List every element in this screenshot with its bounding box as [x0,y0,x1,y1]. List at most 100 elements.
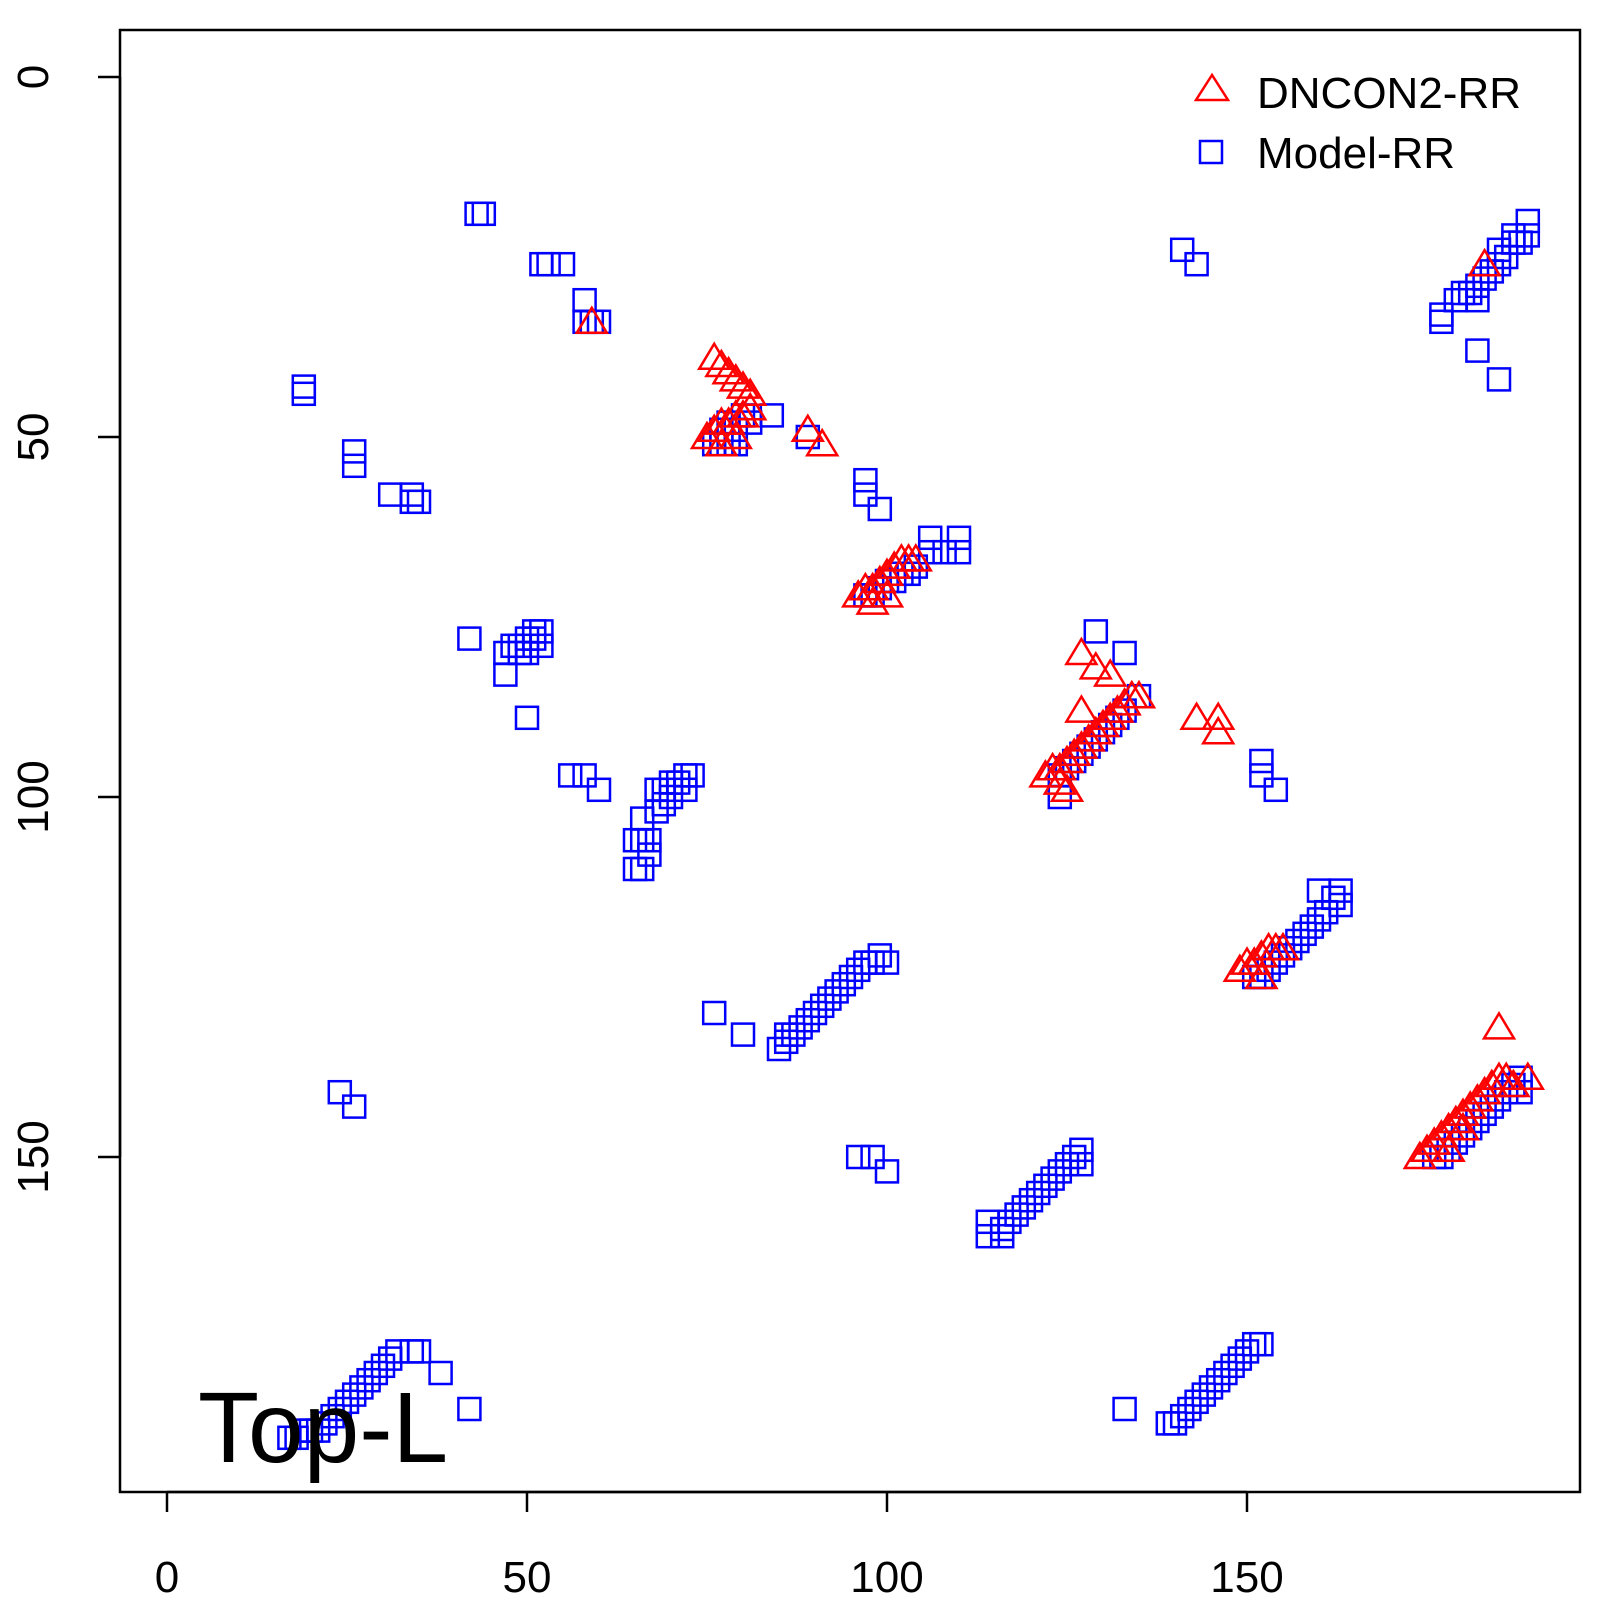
model-rr-point [1465,338,1490,363]
model-rr-point [493,662,518,687]
model-rr-point [377,482,403,507]
model-rr-point [629,806,655,831]
dncon2-rr-point [1064,636,1099,666]
dncon2-rr-point [1078,650,1114,680]
dncon2-rr-point [1222,953,1258,983]
dncon2-rr-point [1265,931,1301,961]
model-rr-point [572,763,597,788]
model-rr-point [759,403,785,428]
dncon2-rr-point [1244,938,1279,968]
y-axis: 0 50 100 150 [9,65,122,1194]
dncon2-rr-point [1049,773,1085,803]
x-tick-label-150: 150 [1210,1553,1283,1600]
model-rr-point [313,1411,338,1436]
model-rr-point [1169,1403,1195,1429]
legend-label-dncon2: DNCON2-RR [1257,69,1521,118]
dncon2-rr-point [1467,247,1502,277]
model-rr-point [1493,244,1519,270]
model-rr-point [327,1079,353,1105]
dncon2-rr-point [1092,701,1128,731]
dncon2-rr-point [1416,1126,1452,1155]
model-rr-point [500,633,525,659]
dncon2-rr-point [725,370,761,399]
model-rr-point [399,489,425,515]
dncon2-rr-point [1409,1133,1445,1163]
dncon2-rr-point [1042,751,1078,781]
dncon2-rr-point [732,391,768,421]
model-rr-point [1263,777,1289,803]
model-rr-point [1429,309,1454,335]
model-rr-point [1457,280,1483,306]
model-rr-point [802,1000,828,1026]
x-tick-label-0: 0 [155,1553,179,1600]
model-rr-point [1083,619,1109,644]
model-rr-point [637,827,662,853]
model-rr-point [1472,266,1497,291]
dncon2-rr-point [1056,737,1092,767]
model-rr-point [514,640,540,666]
dncon2-rr-point [898,542,934,572]
dncon2-rr-point [1510,1061,1546,1091]
model-rr-point [1184,251,1209,277]
x-tick-label-50: 50 [503,1553,552,1600]
model-rr-point [385,1339,410,1364]
legend: DNCON2-RR Model-RR [1193,69,1521,178]
model-rr-point [320,1403,345,1429]
model-rr-point [550,251,576,277]
model-rr-point [327,1396,353,1422]
model-rr-point [788,1015,813,1040]
dncon2-rr-point [1179,701,1214,731]
model-rr-point [1515,223,1541,248]
model-rr-point [946,525,972,551]
model-rr-point [1249,763,1274,788]
model-rr-point [529,251,554,277]
model-rr-point [457,626,482,651]
model-rr-point [680,763,705,788]
dncon2-rr-point [1438,1104,1474,1134]
model-rr-point [637,842,662,867]
model-rr-point [1299,914,1325,939]
model-rr-point [673,763,698,788]
dncon2-rr-point [1107,686,1142,716]
model-rr-point [1112,1396,1137,1422]
model-rr-point [341,439,367,464]
panel-label: Top-L [198,1372,448,1484]
dncon2-rr-point [704,427,739,457]
series-dncon2-rr [574,247,1546,1170]
model-rr-point [853,482,878,507]
model-rr-point [493,640,518,666]
model-rr-point [363,1360,389,1386]
dncon2-rr-point [876,550,912,579]
model-rr-point [1443,287,1469,313]
model-rr-point [1205,1367,1231,1393]
dncon2-rr-point [1467,1075,1502,1105]
dncon2-rr-point [855,571,890,601]
dncon2-rr-point [840,578,876,608]
dncon2-rr-point [704,348,739,378]
model-rr-point [1306,878,1332,903]
model-rr-point [457,1396,482,1422]
model-rr-point [651,777,677,803]
model-rr-point [730,1022,756,1047]
model-rr-point [399,1339,425,1364]
dncon2-rr-point [1200,715,1236,745]
model-rr-point [341,1094,367,1119]
model-rr-point [1501,223,1526,248]
model-rr-point [766,1036,792,1062]
model-rr-point [817,986,842,1011]
dncon2-rr-point [1244,960,1279,990]
model-rr-point [349,1375,374,1400]
y-tick-label-150: 150 [9,1120,58,1193]
model-rr-point [1328,892,1353,918]
y-tick-label-50: 50 [9,413,58,462]
model-rr-point [997,1209,1022,1235]
model-rr-point [1292,921,1317,947]
model-rr-point [673,777,698,803]
model-rr-point [651,791,677,817]
model-rr-point [946,539,972,565]
model-rr-point [795,1007,821,1033]
dncon2-rr-point [1100,694,1135,723]
model-rr-point [1004,1202,1029,1227]
dncon2-rr-point [869,557,905,587]
model-rr-point [377,1346,403,1371]
